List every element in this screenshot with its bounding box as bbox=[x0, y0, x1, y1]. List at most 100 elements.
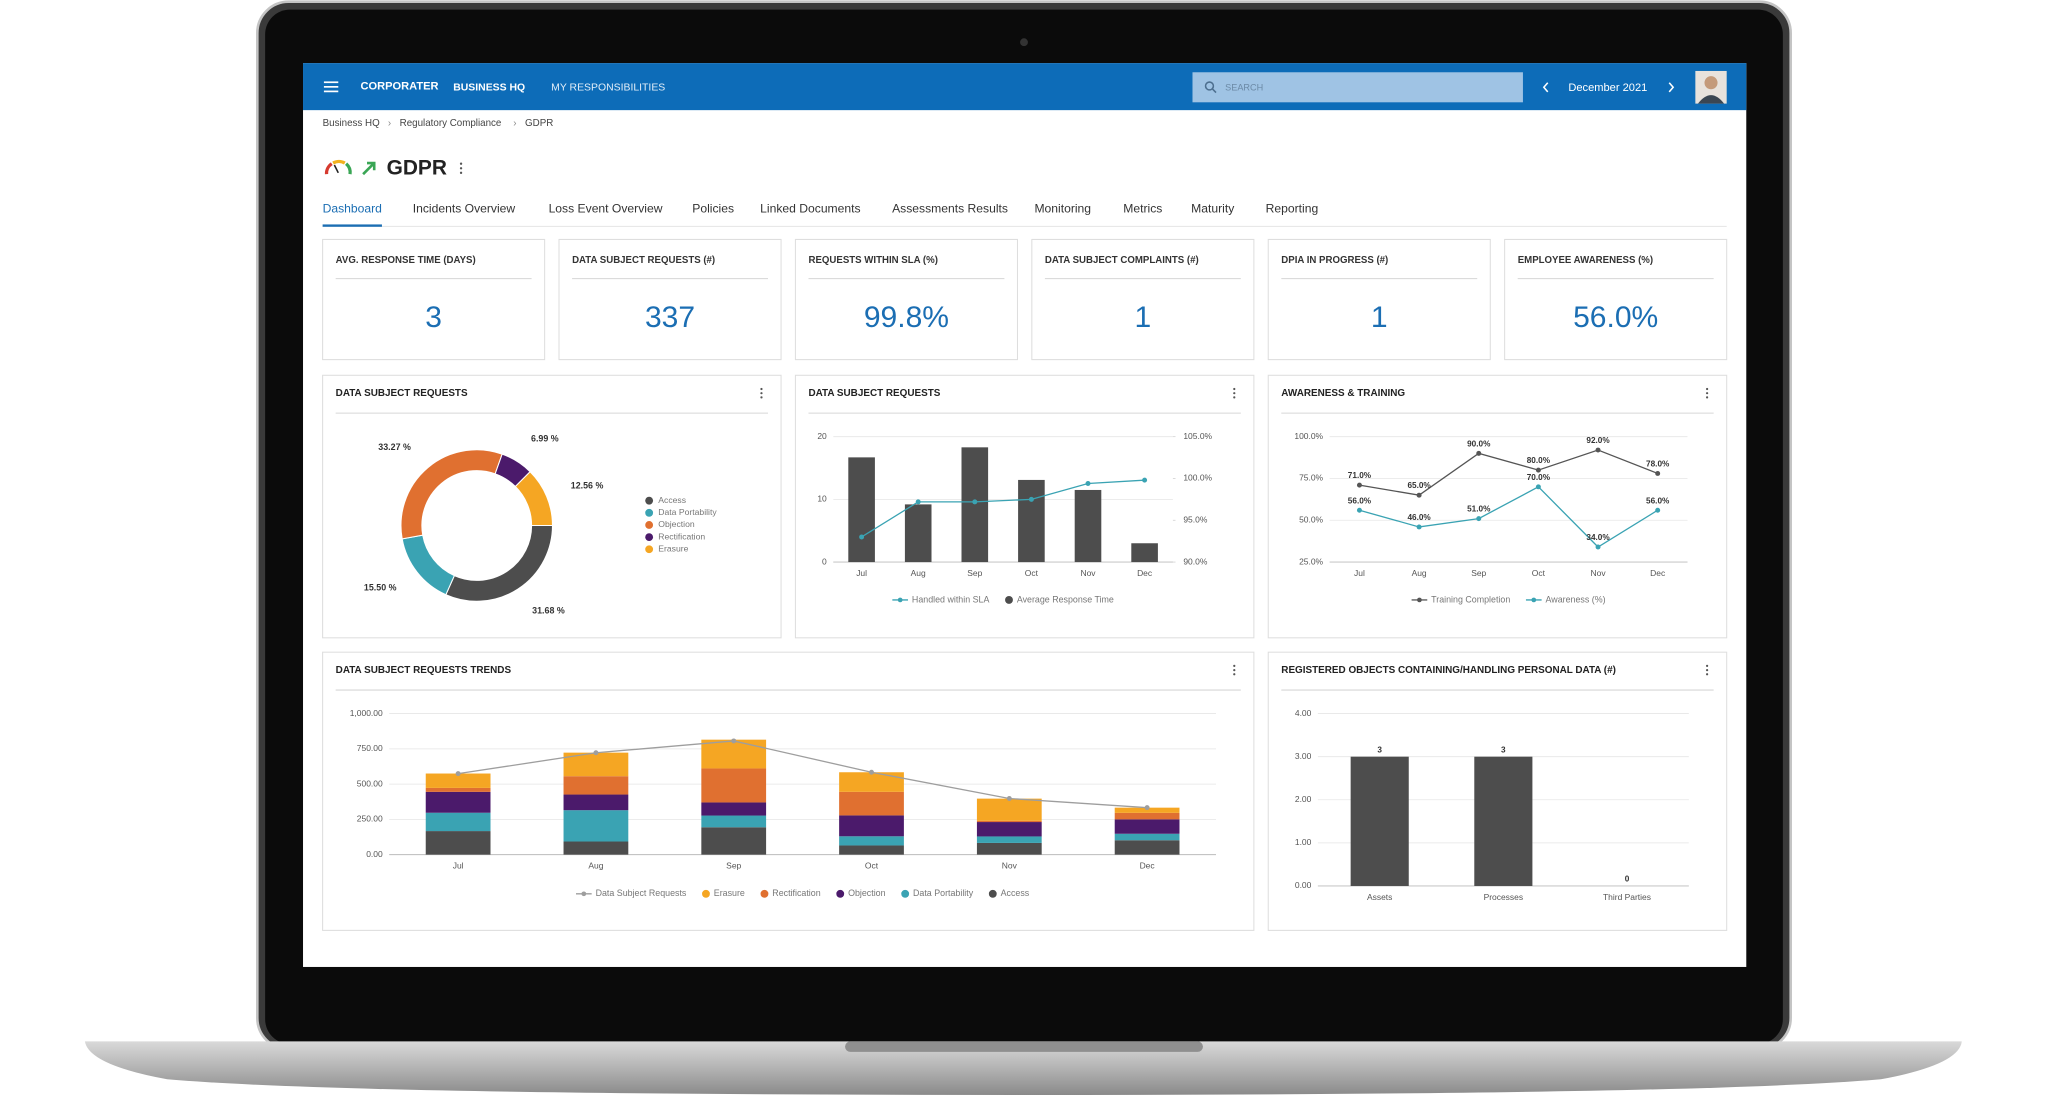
tab[interactable]: Dashboard bbox=[323, 202, 382, 216]
bar bbox=[976, 798, 1042, 821]
period[interactable]: December 2021 bbox=[1568, 82, 1647, 94]
bar bbox=[701, 815, 767, 828]
nav-item[interactable]: MY RESPONSIBILITIES bbox=[551, 83, 665, 94]
x-tick-label: Jul bbox=[453, 861, 464, 871]
point bbox=[593, 750, 599, 756]
logo[interactable]: CORPORATER bbox=[360, 81, 438, 93]
tab[interactable]: Linked Documents bbox=[760, 202, 860, 216]
point bbox=[1595, 544, 1601, 550]
prev-period[interactable] bbox=[1542, 82, 1549, 93]
panel-menu-dot[interactable] bbox=[760, 392, 763, 395]
y-tick-label: 10 bbox=[817, 494, 827, 504]
panel-menu-dot[interactable] bbox=[1233, 673, 1236, 676]
search-box[interactable] bbox=[1192, 72, 1523, 103]
breadcrumb[interactable]: Business HQ bbox=[323, 118, 380, 129]
bar bbox=[563, 752, 629, 777]
kpi-value: 99.8% bbox=[864, 301, 949, 334]
y-tick-label: 750.00 bbox=[357, 743, 383, 753]
chart-title: AWARENESS & TRAINING bbox=[1281, 388, 1405, 399]
tab[interactable]: Monitoring bbox=[1034, 202, 1091, 216]
tab[interactable]: Reporting bbox=[1266, 202, 1319, 216]
data-label: 34.0% bbox=[1586, 533, 1610, 542]
panel-menu-dot[interactable] bbox=[1705, 396, 1709, 399]
panel-menu-dot[interactable] bbox=[1705, 387, 1709, 391]
legend-marker bbox=[645, 521, 654, 529]
bar bbox=[425, 787, 491, 792]
x-tick-label: Oct bbox=[1532, 568, 1546, 578]
bar bbox=[563, 794, 629, 811]
panel-menu-dot[interactable] bbox=[1705, 664, 1709, 668]
legend-marker bbox=[988, 889, 997, 898]
y-tick-label: 3.00 bbox=[1295, 751, 1312, 761]
tab[interactable]: Policies bbox=[692, 202, 734, 216]
x-tick-label: Dec bbox=[1140, 861, 1156, 871]
tab[interactable]: Maturity bbox=[1191, 202, 1235, 216]
y-tick-label: 20 bbox=[817, 431, 827, 441]
panel-menu-dot[interactable] bbox=[1705, 668, 1709, 672]
tab[interactable]: Loss Event Overview bbox=[549, 202, 663, 216]
breadcrumb[interactable]: Regulatory Compliance bbox=[400, 118, 502, 129]
point bbox=[1085, 481, 1091, 486]
menu-icon[interactable] bbox=[323, 81, 339, 93]
laptop-notch bbox=[845, 1041, 1203, 1052]
panel-menu-dot[interactable] bbox=[1233, 668, 1236, 672]
legend-label: Rectification bbox=[658, 531, 705, 541]
next-period[interactable] bbox=[1668, 82, 1675, 93]
line bbox=[1359, 486, 1659, 548]
breadcrumb: GDPR bbox=[525, 118, 553, 129]
data-label: 0 bbox=[1625, 875, 1630, 884]
legend-label: Handled within SLA bbox=[912, 594, 990, 604]
x-tick-label: Aug bbox=[1412, 568, 1427, 578]
bar bbox=[839, 845, 904, 855]
tab[interactable]: Metrics bbox=[1123, 202, 1162, 216]
panel-menu-dot[interactable] bbox=[1705, 673, 1709, 676]
legend-marker bbox=[1531, 597, 1537, 603]
chart-title: DATA SUBJECT REQUESTS TRENDS bbox=[336, 665, 512, 676]
dot bbox=[459, 171, 463, 175]
data-label: 56.0% bbox=[1348, 496, 1372, 505]
panel-menu-dot[interactable] bbox=[1233, 392, 1236, 395]
legend-label: Objection bbox=[658, 519, 695, 529]
bar bbox=[701, 768, 767, 803]
panel-menu-dot[interactable] bbox=[760, 387, 763, 391]
x-tick-label: Sep bbox=[726, 861, 741, 871]
breadcrumb-separator: › bbox=[513, 118, 516, 129]
x-tick-label: Aug bbox=[911, 568, 926, 578]
panel-menu-dot[interactable] bbox=[1233, 664, 1236, 668]
x-tick-label: Sep bbox=[1471, 568, 1486, 578]
status-gauge bbox=[324, 159, 352, 175]
laptop-base bbox=[84, 1041, 1962, 1095]
kpi-value: 56.0% bbox=[1573, 301, 1658, 334]
title-menu[interactable] bbox=[459, 162, 463, 175]
legend-marker bbox=[581, 891, 587, 897]
tab[interactable]: Incidents Overview bbox=[413, 202, 516, 216]
panel-menu-dot[interactable] bbox=[1233, 387, 1236, 391]
panel-menu-dot[interactable] bbox=[760, 396, 763, 399]
bar bbox=[976, 820, 1042, 823]
kpi-label: REQUESTS WITHIN SLA (%) bbox=[808, 255, 937, 266]
kpi-value: 1 bbox=[1135, 301, 1152, 334]
kpi-card bbox=[558, 238, 782, 361]
bar bbox=[1114, 812, 1180, 820]
x-tick-label: Dec bbox=[1137, 568, 1153, 578]
bar bbox=[976, 836, 1042, 843]
data-label: 56.0% bbox=[1646, 496, 1670, 505]
tab[interactable]: Assessments Results bbox=[892, 202, 1008, 216]
y-tick-label: 250.00 bbox=[357, 814, 383, 824]
bar bbox=[563, 810, 629, 842]
point bbox=[731, 738, 737, 744]
legend-label: Access bbox=[1001, 888, 1030, 898]
avatar[interactable] bbox=[1695, 70, 1727, 104]
kpi-label: DATA SUBJECT REQUESTS (#) bbox=[572, 255, 715, 266]
x-tick-label: Assets bbox=[1367, 892, 1392, 902]
camera bbox=[1020, 38, 1028, 47]
kpi-card bbox=[1267, 238, 1491, 361]
data-label: 90.0% bbox=[1467, 439, 1491, 448]
chart-title: DATA SUBJECT REQUESTS bbox=[808, 388, 940, 399]
panel-menu-dot[interactable] bbox=[1233, 396, 1236, 399]
chart-panel bbox=[1267, 374, 1728, 639]
bar bbox=[839, 815, 904, 837]
nav-item[interactable]: BUSINESS HQ bbox=[453, 83, 525, 94]
panel-menu-dot[interactable] bbox=[1705, 392, 1709, 395]
